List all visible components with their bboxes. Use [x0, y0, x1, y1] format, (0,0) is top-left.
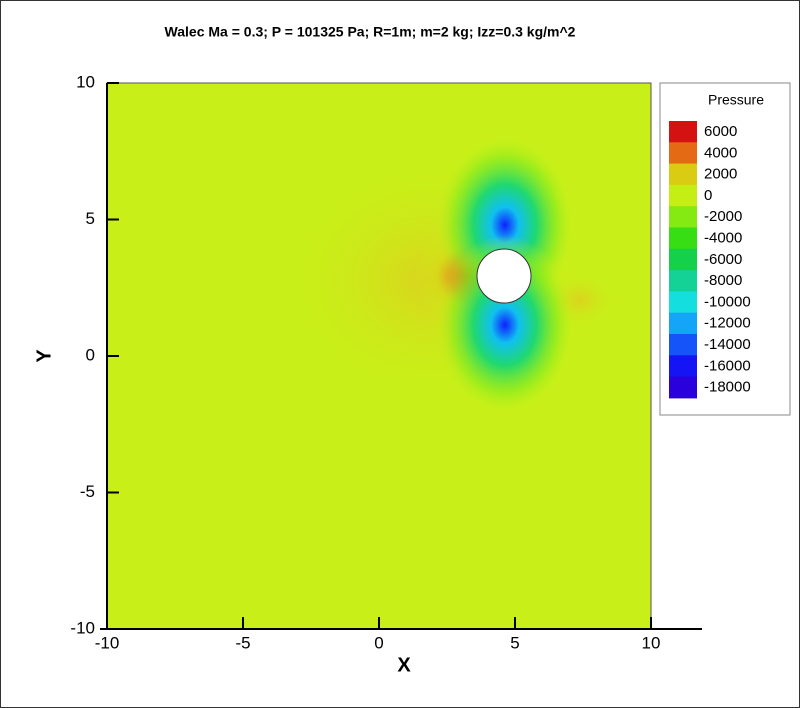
y-tick-label: -5: [80, 482, 95, 501]
colorbar-swatch: [669, 334, 697, 356]
y-axis-label: Y: [33, 349, 55, 363]
x-tick-label: 10: [642, 633, 661, 652]
colorbar-label: 6000: [704, 123, 737, 140]
y-tick-label: 5: [86, 209, 95, 228]
colorbar-swatch: [669, 184, 697, 207]
x-tick-label: -5: [235, 633, 250, 652]
y-tick-label: 0: [86, 345, 95, 364]
colorbar-title: Pressure: [708, 92, 764, 108]
colorbar-label: -18000: [704, 379, 751, 396]
colorbar-swatch: [669, 248, 697, 271]
x-axis-label: X: [397, 654, 411, 676]
colorbar-label: 2000: [704, 166, 737, 183]
colorbar-label: -14000: [704, 336, 751, 353]
contour-field: [107, 83, 651, 629]
colorbar-label: -16000: [704, 357, 751, 374]
colorbar-swatch: [669, 355, 697, 378]
x-tick-label: 0: [374, 633, 383, 652]
colorbar-swatch: [669, 376, 697, 399]
colorbar-swatch: [669, 312, 697, 335]
colorbar-swatch: [669, 270, 697, 292]
colorbar-label: 0: [704, 187, 712, 204]
x-tick-label: 5: [510, 633, 519, 652]
colorbar-swatch: [669, 163, 697, 186]
y-tick-label: 10: [76, 72, 95, 91]
colorbar-swatch: [669, 121, 697, 143]
y-tick-label: -10: [70, 618, 95, 637]
colorbar-label: -6000: [704, 251, 742, 268]
chart-title: Walec Ma = 0.3; P = 101325 Pa; R=1m; m=2…: [165, 24, 576, 40]
colorbar-label: -4000: [704, 229, 742, 246]
colorbar-label: 4000: [704, 144, 737, 161]
colorbar-label: -10000: [704, 293, 751, 310]
colorbar-label: -12000: [704, 315, 751, 332]
x-tick-label: -10: [95, 633, 120, 652]
colorbar-swatch: [669, 206, 697, 228]
cylinder: [476, 248, 532, 304]
colorbar-swatch: [669, 142, 697, 165]
colorbar-swatch: [669, 291, 697, 314]
colorbar-swatch: [669, 227, 697, 250]
colorbar-label: -2000: [704, 208, 742, 225]
colorbar-label: -8000: [704, 272, 742, 289]
